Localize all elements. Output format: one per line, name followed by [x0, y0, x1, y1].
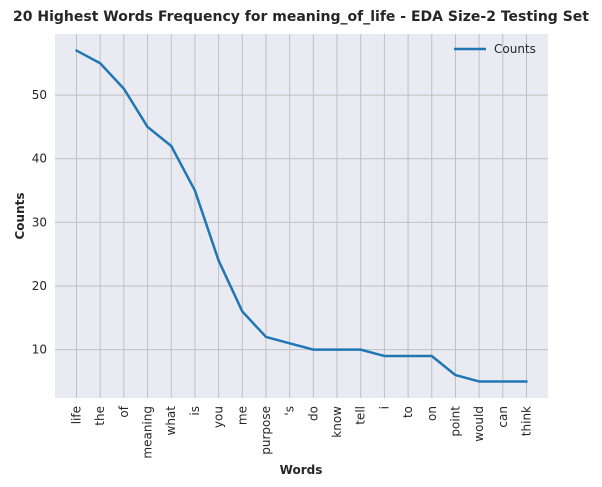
grid-layer: [55, 34, 548, 398]
y-tick-label: 20: [32, 279, 47, 293]
x-tick-label: to: [401, 406, 415, 418]
y-tick-label: 40: [32, 152, 47, 166]
legend: Counts: [454, 42, 536, 56]
y-tick-label: 50: [32, 88, 47, 102]
x-tick-label: of: [117, 405, 131, 417]
line-layer: [75, 49, 528, 383]
y-tick-label: 30: [32, 215, 47, 229]
series-line: [75, 49, 528, 383]
chart-title: 20 Highest Words Frequency for meaning_o…: [13, 9, 589, 25]
x-tick-labels: life the of meaning what is you me purpose 's do kn…: [70, 405, 534, 458]
plot-area: [55, 34, 548, 398]
y-tick-labels: 10 20 30 40 50: [32, 88, 47, 357]
x-tick-label: the: [93, 406, 107, 426]
x-tick-label: you: [212, 406, 226, 428]
x-tick-label: point: [448, 406, 462, 437]
x-tick-label: can: [496, 406, 510, 428]
x-tick-label: i: [377, 406, 391, 409]
x-tick-label: meaning: [141, 406, 155, 459]
y-axis-label: Counts: [13, 192, 27, 239]
x-axis-label: Words: [280, 463, 323, 477]
x-tick-label: what: [164, 406, 178, 436]
x-tick-label: is: [188, 406, 202, 416]
legend-label: Counts: [494, 42, 536, 56]
x-tick-label: know: [330, 406, 344, 438]
x-tick-label: life: [70, 406, 84, 424]
x-tick-label: on: [425, 406, 439, 421]
x-tick-label: me: [235, 406, 249, 425]
x-tick-label: do: [306, 406, 320, 421]
x-tick-label: 's: [283, 406, 297, 416]
y-tick-label: 10: [32, 343, 47, 357]
x-tick-label: would: [472, 406, 486, 442]
x-tick-label: think: [520, 406, 534, 436]
x-tick-label: tell: [354, 406, 368, 425]
x-tick-label: purpose: [259, 406, 273, 455]
